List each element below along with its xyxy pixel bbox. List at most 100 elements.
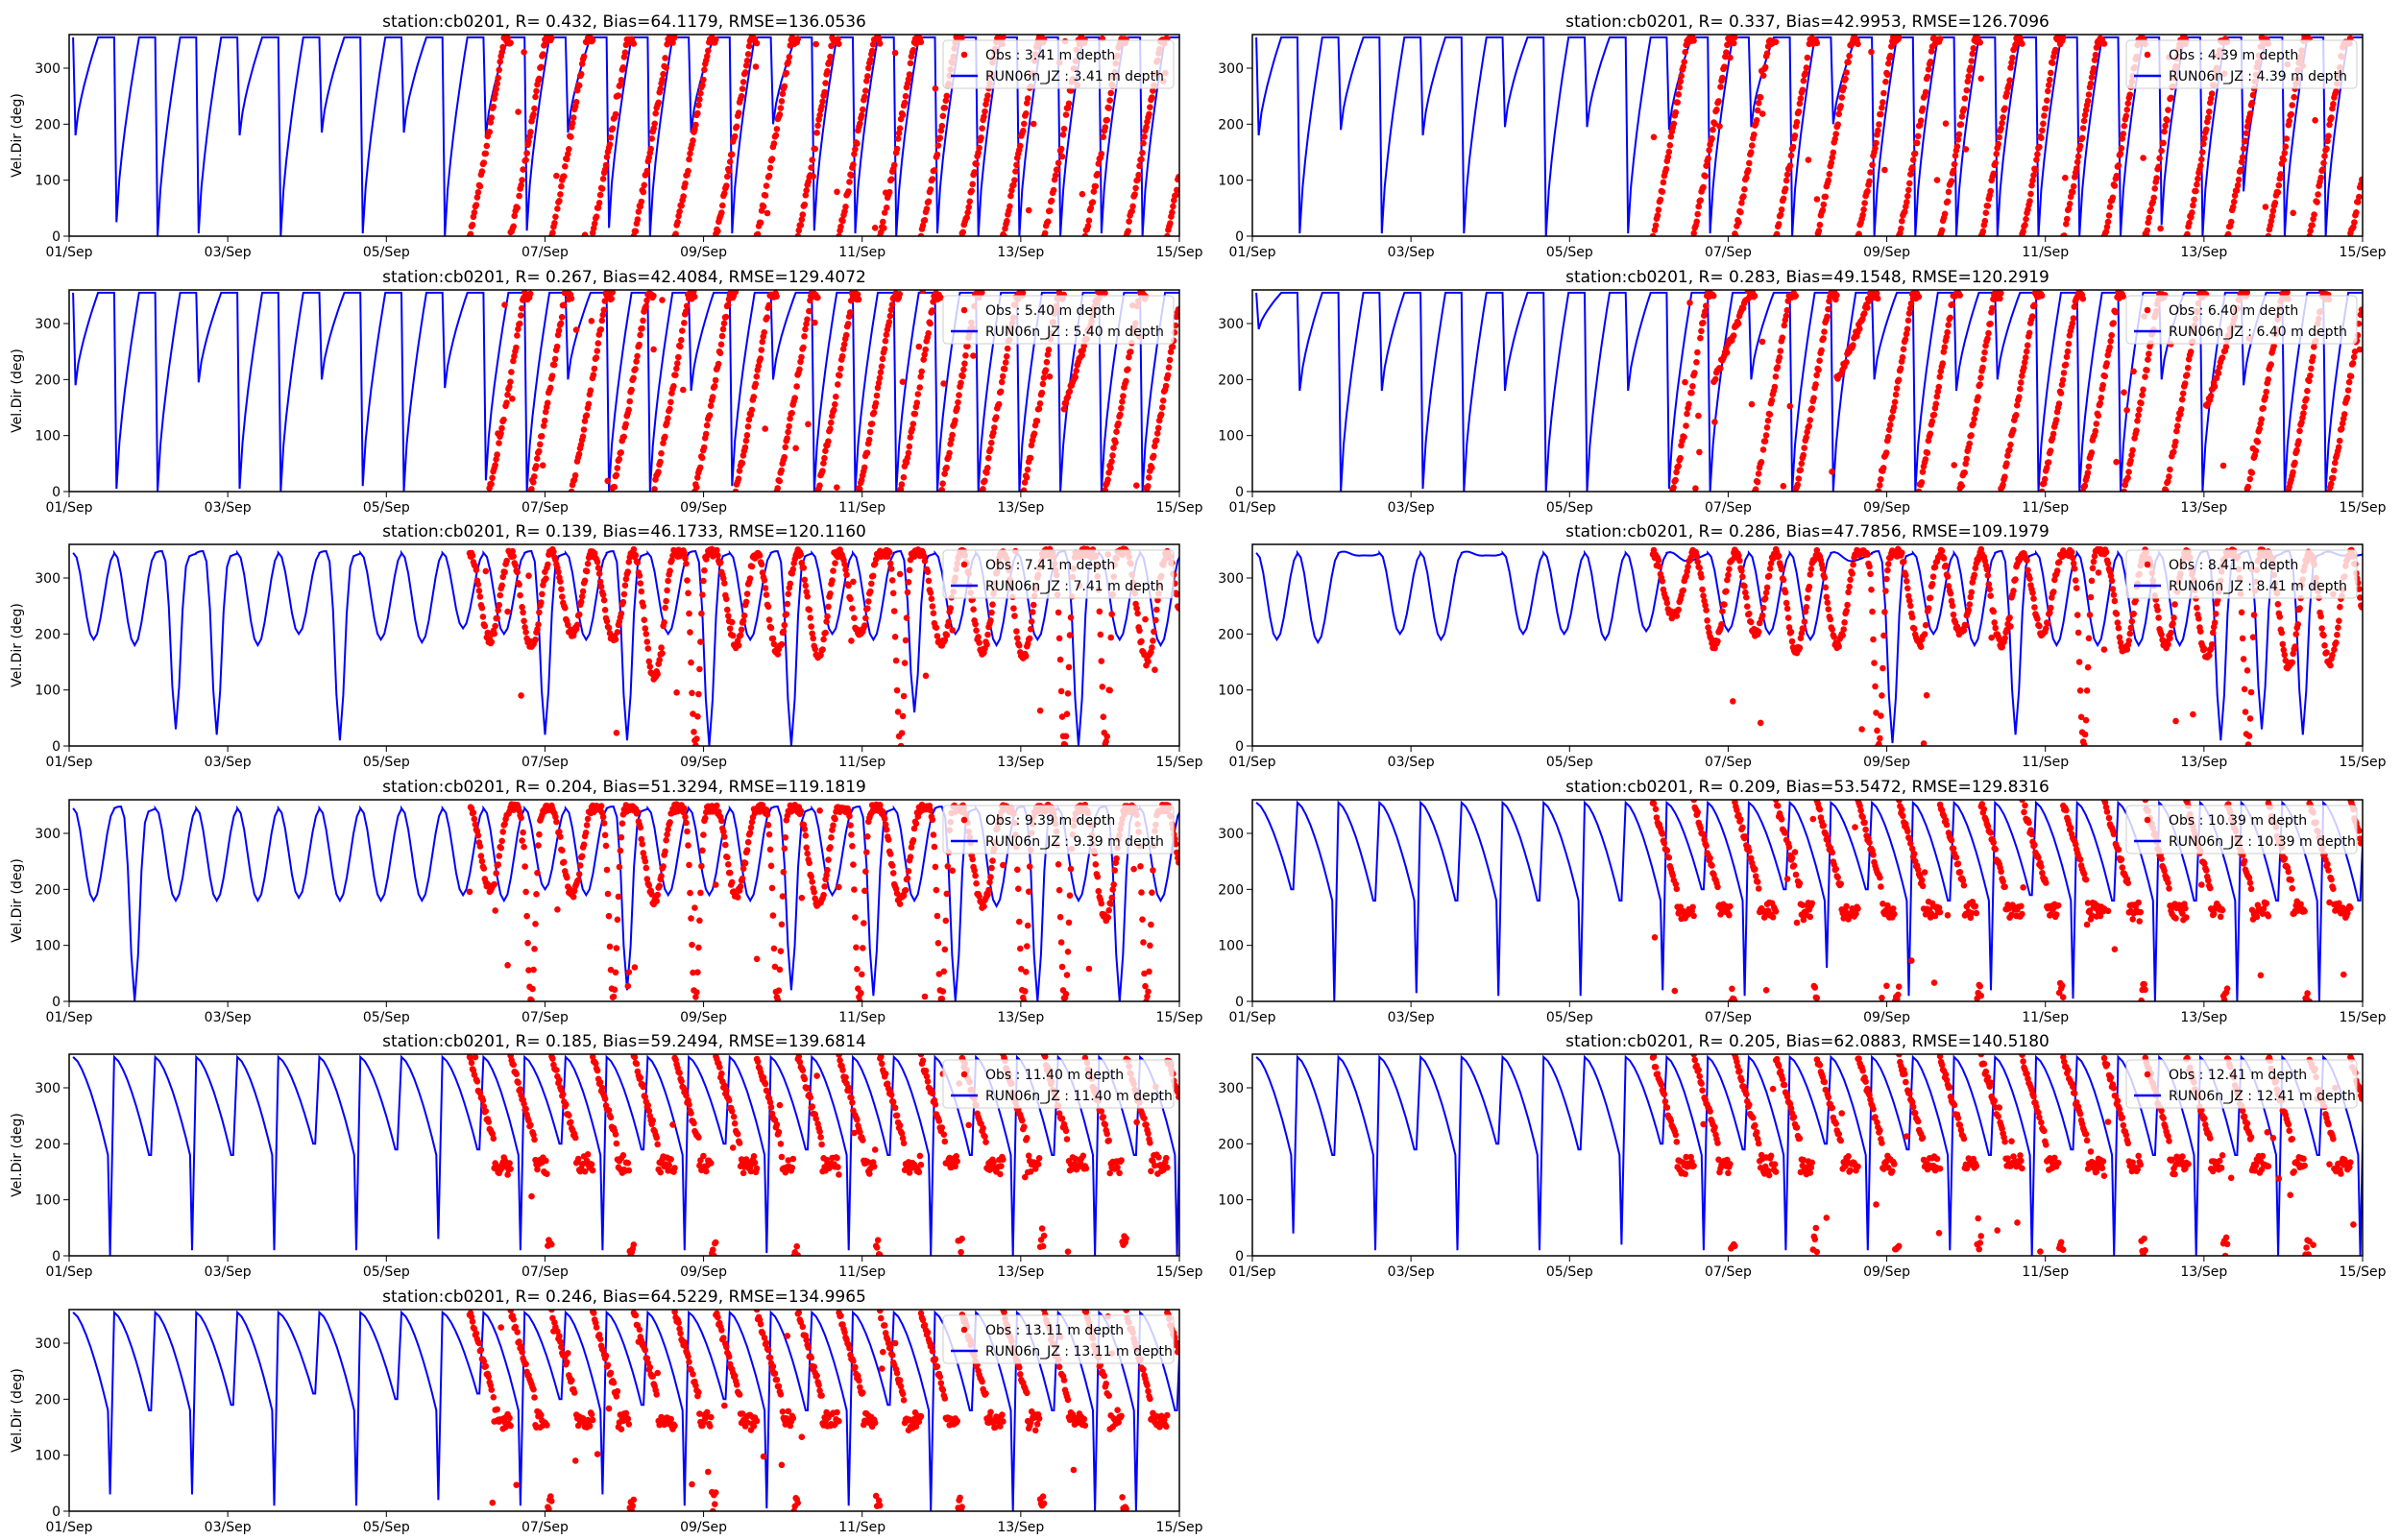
obs-point: [557, 191, 564, 198]
obs-point: [2106, 212, 2113, 219]
obs-point: [1973, 406, 1979, 413]
obs-point: [2045, 88, 2051, 95]
obs-point: [674, 360, 681, 367]
obs-point: [751, 394, 758, 400]
obs-point: [520, 830, 526, 836]
obs-point: [559, 593, 566, 600]
obs-point: [933, 85, 939, 92]
obs-point: [1867, 571, 1874, 578]
x-tick-label: 03/Sep: [1388, 755, 1435, 770]
obs-point: [1066, 101, 1073, 108]
obs-point: [1987, 188, 1994, 195]
obs-point: [810, 173, 816, 180]
obs-point: [1693, 553, 1700, 560]
obs-point: [762, 425, 768, 432]
obs-point: [705, 48, 712, 55]
obs-point: [897, 125, 904, 132]
obs-point: [1909, 614, 1916, 621]
obs-point: [927, 321, 934, 327]
obs-point: [2179, 397, 2186, 403]
obs-point: [1896, 376, 1903, 383]
obs-point: [1782, 323, 1788, 329]
obs-point: [2089, 449, 2096, 456]
obs-point: [1170, 204, 1176, 210]
obs-point: [1866, 564, 1873, 570]
obs-point: [1024, 474, 1031, 481]
obs-point: [944, 632, 951, 638]
obs-point: [2041, 112, 2048, 119]
obs-point: [1152, 666, 1158, 673]
obs-point: [2031, 604, 2038, 611]
obs-point: [804, 316, 811, 323]
obs-point: [1063, 734, 1070, 740]
obs-point: [1011, 613, 1018, 619]
obs-point: [894, 146, 901, 153]
obs-point: [984, 632, 991, 638]
obs-point: [1985, 572, 1992, 579]
obs-point: [2288, 111, 2294, 118]
obs-point: [1817, 222, 1824, 229]
obs-point: [1962, 95, 1969, 102]
obs-point: [771, 140, 778, 147]
obs-point: [618, 449, 624, 456]
obs-point: [786, 590, 792, 597]
obs-point: [2043, 106, 2049, 112]
obs-point: [993, 414, 1000, 421]
obs-point: [1718, 621, 1725, 628]
obs-point: [1051, 187, 1057, 194]
y-tick-label: 200: [35, 117, 61, 132]
obs-point: [1937, 36, 1944, 42]
obs-point: [794, 36, 801, 42]
obs-point: [581, 841, 588, 848]
obs-point: [2333, 639, 2340, 646]
obs-point: [475, 832, 482, 839]
obs-point: [2189, 209, 2195, 216]
obs-point: [477, 183, 484, 190]
obs-point: [1115, 421, 1122, 427]
obs-point: [1057, 657, 1064, 663]
obs-point: [1945, 322, 1952, 328]
obs-point: [600, 814, 607, 821]
obs-point: [1705, 156, 1711, 162]
obs-point: [1845, 590, 1852, 596]
obs-point: [536, 76, 543, 83]
obs-point: [2341, 411, 2348, 418]
obs-point: [495, 607, 501, 614]
obs-point: [496, 602, 502, 609]
y-tick-label: 300: [1218, 61, 1244, 77]
obs-point: [2168, 95, 2174, 102]
obs-point: [1989, 305, 1996, 312]
obs-point: [2243, 130, 2250, 136]
obs-point: [595, 340, 602, 347]
obs-point: [1881, 167, 1888, 174]
obs-point: [667, 567, 673, 574]
obs-point: [745, 423, 752, 430]
obs-point: [805, 421, 812, 428]
obs-point: [758, 355, 764, 362]
obs-point: [682, 180, 689, 187]
obs-point: [819, 468, 826, 474]
obs-point: [784, 435, 790, 442]
obs-point: [1686, 401, 1692, 408]
obs-point: [596, 570, 603, 577]
obs-point: [1828, 616, 1834, 623]
obs-point: [503, 399, 510, 406]
obs-point: [2129, 447, 2136, 454]
obs-point: [1703, 302, 1710, 309]
obs-point: [620, 434, 627, 441]
obs-point: [1675, 607, 1682, 614]
obs-point: [1145, 483, 1152, 490]
obs-point: [2154, 607, 2161, 614]
obs-point: [1983, 209, 1990, 216]
obs-point: [1064, 710, 1071, 717]
obs-point: [2115, 619, 2122, 626]
obs-point: [603, 843, 610, 850]
obs-point: [619, 820, 626, 827]
obs-point: [2307, 228, 2314, 234]
obs-point: [971, 169, 978, 176]
obs-point: [1681, 59, 1687, 65]
x-tick-label: 11/Sep: [2022, 500, 2069, 516]
obs-point: [655, 469, 662, 475]
obs-point: [982, 108, 988, 115]
